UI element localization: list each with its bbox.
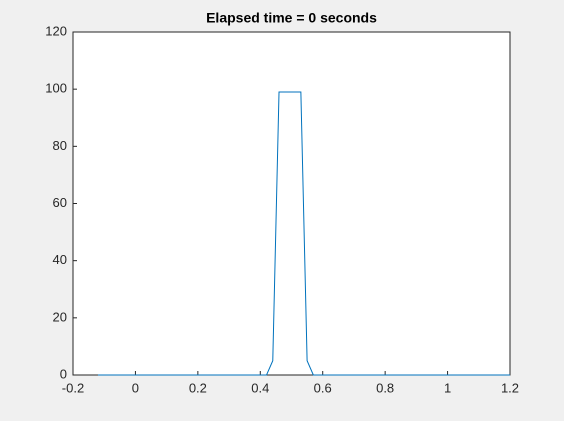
x-tick-label: 1 (444, 380, 451, 395)
y-tick-label: 40 (53, 252, 67, 267)
y-tick-label: 0 (60, 366, 67, 381)
data-line (97, 91, 510, 376)
x-tick-label: 0.8 (376, 380, 394, 395)
x-tick-label: 1.2 (501, 380, 519, 395)
x-tick-label: 0.6 (314, 380, 332, 395)
y-tick-label: 80 (53, 138, 67, 153)
x-tick-label: 0 (132, 380, 139, 395)
y-tick-label: 120 (45, 23, 67, 38)
x-tick-label: 0.4 (251, 380, 269, 395)
y-tick-label: 20 (53, 309, 67, 324)
y-tick-label: 60 (53, 195, 67, 210)
chart-title: Elapsed time = 0 seconds (206, 10, 377, 26)
plot-area (72, 31, 511, 376)
y-tick-label: 100 (45, 81, 67, 96)
x-tick-label: -0.2 (62, 380, 84, 395)
x-tick-label: 0.2 (189, 380, 207, 395)
